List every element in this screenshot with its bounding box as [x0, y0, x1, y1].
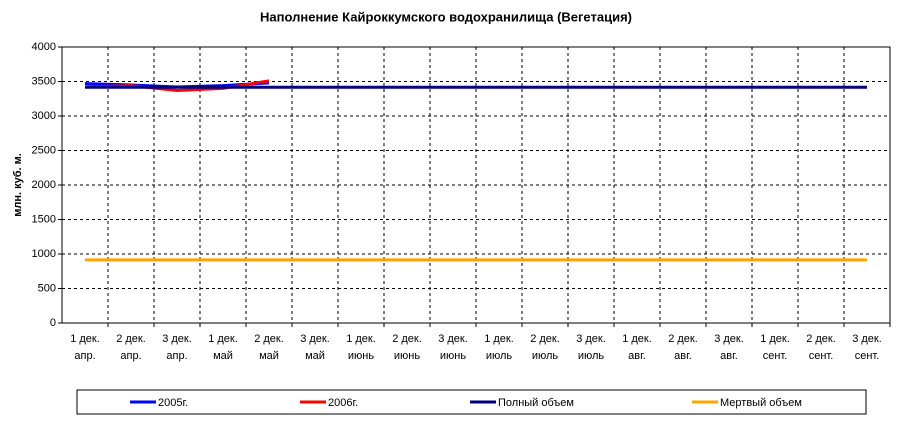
legend-label: Мертвый объем: [720, 397, 802, 409]
x-tick-label: 3 дек. май: [300, 333, 330, 362]
x-tick-label: 2 дек. июнь: [392, 333, 422, 362]
x-tick-label: 2 дек. сент.: [806, 333, 836, 362]
x-tick-label: 2 дек. май: [254, 333, 284, 362]
y-tick-label: 3500: [32, 75, 56, 87]
y-tick-label: 0: [50, 317, 56, 329]
chart-title: Наполнение Кайроккумского водохранилища …: [260, 9, 632, 24]
y-tick-label: 1500: [32, 213, 56, 225]
legend-label: 2005г.: [158, 397, 188, 409]
x-tick-label: 1 дек. июль: [484, 333, 514, 362]
legend-box: [76, 389, 867, 415]
y-tick-label: 2000: [32, 179, 56, 191]
x-tick-label: 3 дек. апр.: [162, 333, 192, 362]
x-tick-label: 1 дек. май: [208, 333, 238, 362]
x-tick-label: 1 дек. авг.: [622, 333, 652, 362]
y-tick-label: 500: [38, 282, 56, 294]
legend-label: Полный объем: [498, 397, 574, 409]
y-tick-label: 4000: [32, 41, 56, 53]
x-tick-label: 1 дек. сент.: [760, 333, 790, 362]
legend-label: 2006г.: [328, 397, 358, 409]
y-axis-title: млн. куб. м.: [12, 153, 24, 217]
x-tick-label: 1 дек. апр.: [70, 333, 100, 362]
x-tick-label: 3 дек. авг.: [714, 333, 744, 362]
x-tick-label: 3 дек. июнь: [438, 333, 468, 362]
y-tick-label: 3000: [32, 110, 56, 122]
x-tick-label: 2 дек. июль: [530, 333, 560, 362]
y-tick-label: 1000: [32, 248, 56, 260]
x-tick-label: 3 дек. сент.: [852, 333, 882, 362]
x-tick-label: 2 дек. апр.: [116, 333, 146, 362]
x-tick-label: 2 дек. авг.: [668, 333, 698, 362]
y-tick-label: 2500: [32, 144, 56, 156]
x-tick-label: 3 дек. июль: [576, 333, 606, 362]
x-tick-label: 1 дек. июнь: [346, 333, 376, 362]
